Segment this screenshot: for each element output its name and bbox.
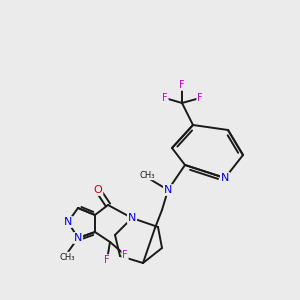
Text: N: N xyxy=(128,213,136,223)
Text: F: F xyxy=(162,93,168,103)
Text: N: N xyxy=(164,185,172,195)
Text: O: O xyxy=(94,185,102,195)
Text: CH₃: CH₃ xyxy=(139,170,155,179)
Text: CH₃: CH₃ xyxy=(59,253,75,262)
Text: F: F xyxy=(104,255,110,265)
Text: F: F xyxy=(122,250,128,260)
Text: N: N xyxy=(64,217,72,227)
Text: N: N xyxy=(74,233,82,243)
Text: F: F xyxy=(197,93,203,103)
Text: F: F xyxy=(179,80,185,90)
Text: N: N xyxy=(221,173,229,183)
